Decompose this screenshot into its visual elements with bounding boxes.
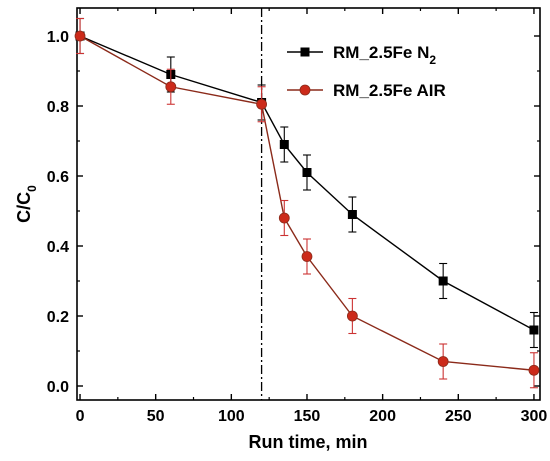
data-point-air bbox=[74, 30, 86, 42]
legend-item-n2: RM_2.5Fe N2 bbox=[287, 43, 436, 67]
x-axis-title: Run time, min bbox=[248, 432, 367, 452]
x-tick-label: 100 bbox=[218, 408, 245, 425]
y-tick-label: 1.0 bbox=[47, 29, 69, 46]
series-n2 bbox=[75, 17, 539, 349]
series-line-n2 bbox=[79, 35, 535, 331]
y-tick-label: 0.8 bbox=[47, 99, 69, 116]
legend-label-air: RM_2.5Fe AIR bbox=[333, 81, 446, 100]
x-tick-label: 300 bbox=[521, 408, 548, 425]
data-point-n2 bbox=[438, 276, 448, 286]
data-point-air bbox=[437, 356, 449, 367]
y-tick-label: 0.0 bbox=[47, 379, 69, 396]
y-axis-title-subscript: 0 bbox=[25, 185, 39, 192]
axes-layer: 0 50 100 150 200 250 300 0.0 0.2 0.4 0.6 0.8 1.0 bbox=[47, 8, 548, 425]
y-axis-title-main: C/C bbox=[14, 192, 34, 223]
data-point-air bbox=[165, 81, 177, 93]
legend: RM_2.5Fe N2 RM_2.5Fe AIR bbox=[287, 43, 446, 100]
x-tick-label: 200 bbox=[369, 408, 396, 425]
legend-label-n2-main: RM_2.5Fe N bbox=[333, 43, 429, 62]
data-point-n2 bbox=[302, 168, 312, 177]
legend-marker-n2 bbox=[300, 47, 310, 57]
series-air bbox=[74, 17, 540, 389]
data-point-n2 bbox=[279, 140, 289, 149]
legend-marker-air bbox=[299, 84, 311, 96]
x-tick-label: 50 bbox=[147, 408, 165, 425]
data-point-air bbox=[256, 98, 267, 110]
data-point-n2 bbox=[347, 210, 357, 219]
data-point-air bbox=[278, 212, 290, 224]
legend-label-n2-subscript: 2 bbox=[429, 53, 436, 67]
x-tick-label: 0 bbox=[76, 408, 85, 425]
data-point-n2 bbox=[529, 325, 539, 335]
data-point-air bbox=[301, 251, 313, 262]
y-tick-label: 0.2 bbox=[47, 309, 69, 326]
legend-label-n2: RM_2.5Fe N2 bbox=[333, 43, 436, 67]
y-tick-label: 0.6 bbox=[47, 169, 69, 186]
plot-frame bbox=[76, 7, 541, 401]
legend-item-air: RM_2.5Fe AIR bbox=[287, 81, 446, 100]
data-point-air bbox=[528, 364, 540, 376]
y-tick-label: 0.4 bbox=[47, 239, 69, 256]
x-tick-label: 250 bbox=[445, 408, 472, 425]
series-layer bbox=[74, 17, 540, 389]
data-point-air bbox=[346, 310, 358, 322]
y-axis-title: C/C0 bbox=[14, 185, 39, 223]
x-tick-label: 150 bbox=[294, 408, 321, 425]
series-line-air bbox=[79, 35, 535, 371]
